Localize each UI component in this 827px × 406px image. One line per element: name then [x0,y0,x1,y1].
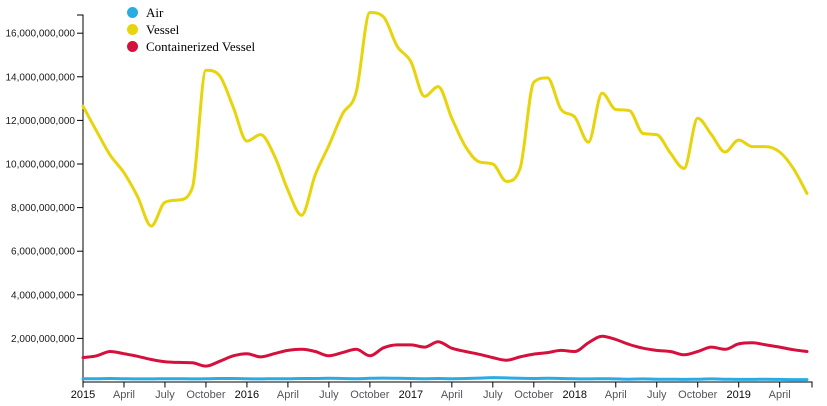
x-axis-tick-label: July [483,389,503,401]
legend-label-vessel: Vessel [146,22,180,37]
legend-swatch-vessel-icon [127,24,138,35]
x-axis-tick-label: April [277,389,299,401]
y-axis-tick-label: 14,000,000,000 [5,72,75,83]
legend-item-vessel[interactable]: Vessel [127,22,255,37]
x-axis-tick-label: April [113,389,135,401]
y-axis-tick-label: 4,000,000,000 [11,290,75,301]
legend: Air Vessel Containerized Vessel [127,5,255,54]
x-axis-tick-label: April [769,389,791,401]
legend-label-air: Air [146,5,164,20]
x-axis-tick-label: 2016 [235,389,259,401]
y-axis-tick-label: 2,000,000,000 [11,334,75,345]
x-axis-tick-label: October [514,389,553,401]
y-axis-tick-label: 12,000,000,000 [5,116,75,127]
series-line-vessel [81,11,809,228]
legend-label-containerized-vessel: Containerized Vessel [146,39,256,54]
legend-item-containerized-vessel[interactable]: Containerized Vessel [127,39,255,54]
legend-swatch-containerized-vessel-icon [127,41,138,52]
x-axis-tick-label: April [441,389,463,401]
x-axis-tick-label: 2017 [399,389,423,401]
y-axis-tick-label: 6,000,000,000 [11,247,75,258]
x-axis-tick-label: 2015 [71,389,95,401]
x-axis-tick-label: July [319,389,339,401]
x-axis-tick-label: 2019 [726,389,750,401]
x-axis-tick-label: July [155,389,175,401]
x-axis-tick-label: 2018 [563,389,587,401]
legend-item-air[interactable]: Air [127,5,255,20]
legend-swatch-air-icon [127,7,138,18]
x-axis-line [83,381,813,388]
y-axis-tick-label: 10,000,000,000 [5,160,75,171]
y-axis-tick-label: 8,000,000,000 [11,203,75,214]
x-axis-tick-label: October [678,389,717,401]
series-line-containerized-vessel [81,334,809,368]
y-axis-line [77,14,84,382]
x-axis-tick-label: July [647,389,667,401]
y-axis-tick-label: 16,000,000,000 [5,29,75,40]
x-axis-tick-label: April [605,389,627,401]
x-axis-tick-label: October [186,389,225,401]
x-axis-tick-label: October [350,389,389,401]
series-line-air [81,376,809,382]
